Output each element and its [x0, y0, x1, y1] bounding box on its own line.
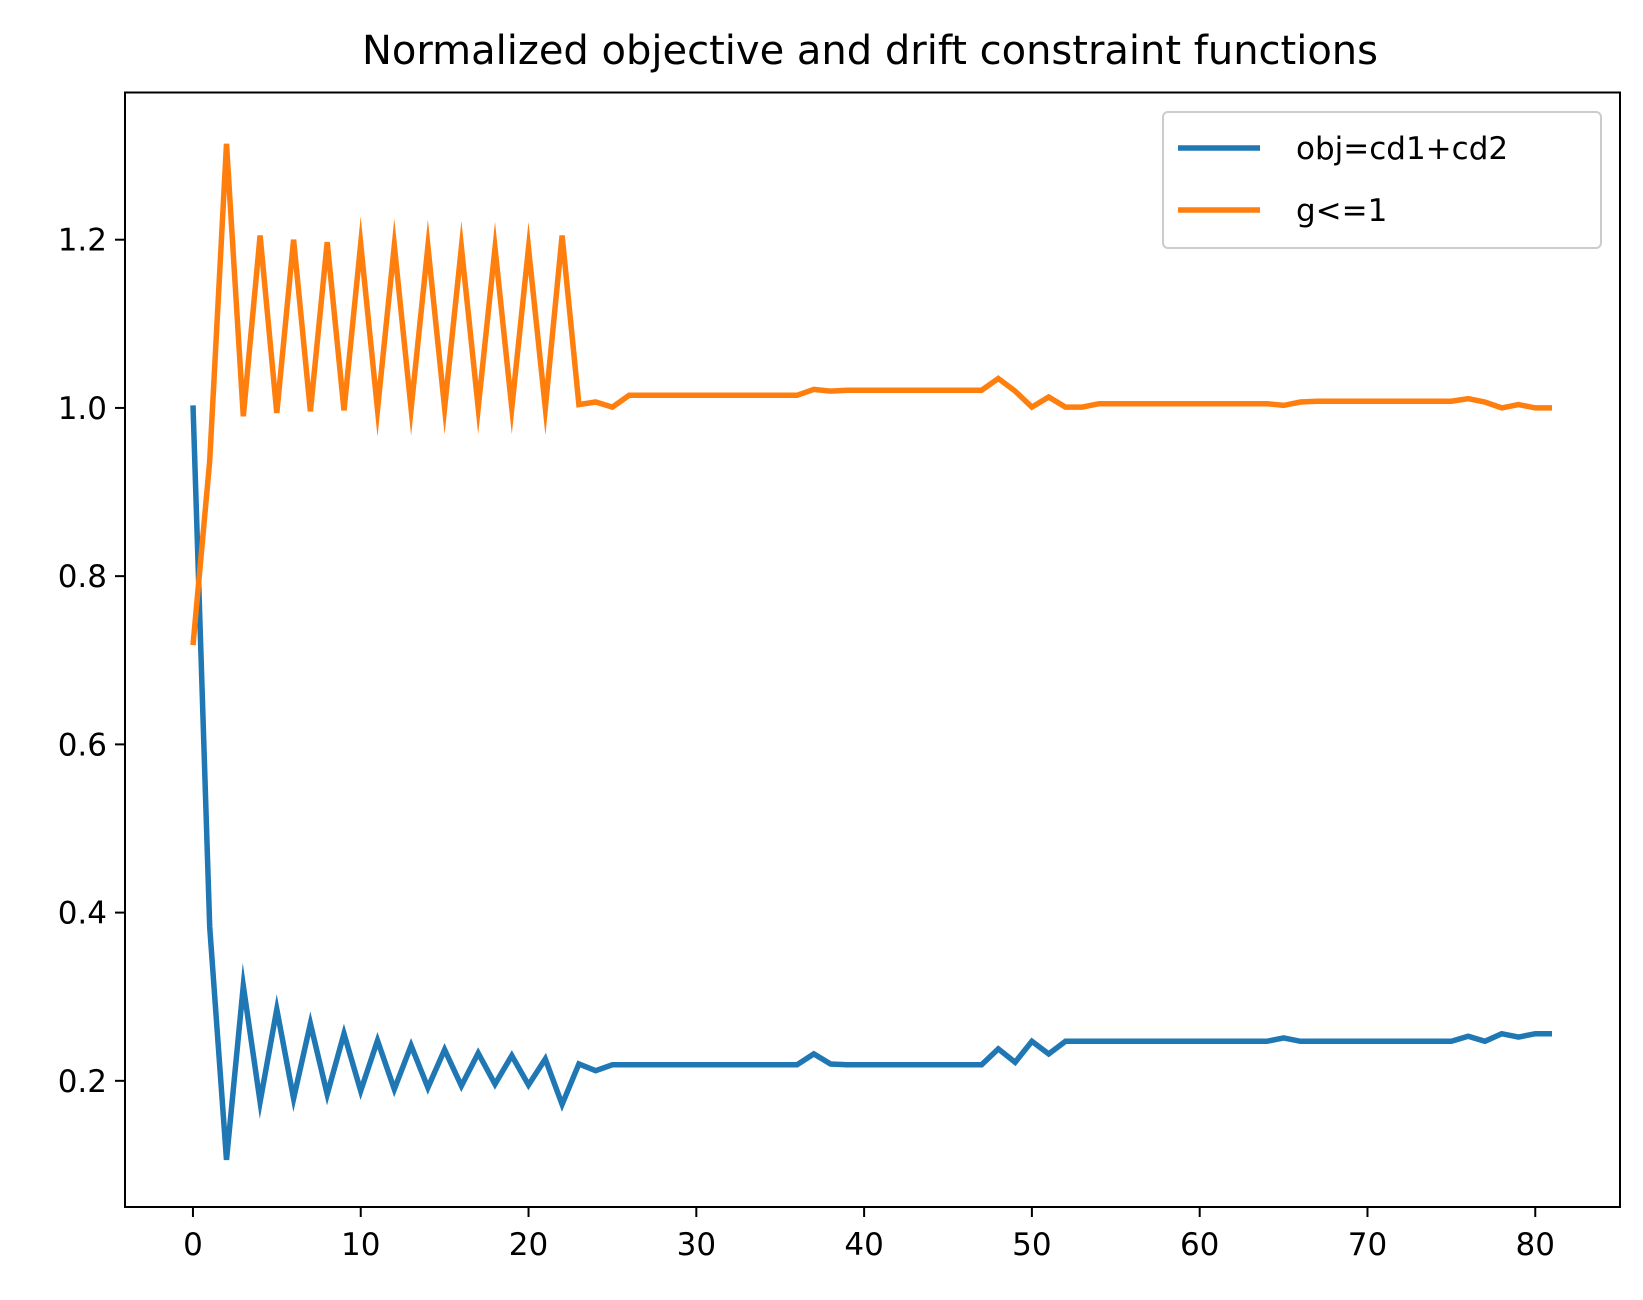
x-tick-label: 80: [1516, 1227, 1555, 1263]
x-tick-label: 10: [341, 1227, 380, 1263]
legend-box: [1162, 111, 1602, 249]
series-line-1: [190, 405, 1552, 1161]
x-tick-label: 0: [183, 1227, 203, 1263]
y-tick-label: 0.6: [58, 727, 107, 763]
y-tick-label: 1.2: [58, 223, 107, 259]
chart-title: Normalized objective and drift constrain…: [362, 28, 1378, 74]
x-tick-label: 20: [509, 1227, 548, 1263]
x-tick-label: 40: [844, 1227, 883, 1263]
plot-lines: [190, 143, 1552, 1161]
x-tick-label: 50: [1012, 1227, 1051, 1263]
legend-label: obj=cd1+cd2: [1296, 131, 1508, 167]
x-tick-label: 30: [677, 1227, 716, 1263]
x-tick-label: 70: [1348, 1227, 1387, 1263]
legend: obj=cd1+cd2 g<=1: [1162, 111, 1602, 249]
y-axis: 0.2 0.4 0.6 0.8 1.0 1.2: [58, 223, 125, 1100]
y-tick-label: 1.0: [58, 391, 107, 427]
y-tick-label: 0.8: [58, 559, 107, 595]
legend-label: g<=1: [1296, 193, 1387, 229]
series-line-2: [190, 143, 1552, 646]
y-tick-label: 0.2: [58, 1064, 107, 1100]
x-tick-label: 60: [1180, 1227, 1219, 1263]
plot-frame: [124, 91, 1621, 1208]
x-axis: 0 10 20 30 40 50 60 70 80: [183, 1207, 1555, 1263]
y-tick-label: 0.4: [58, 896, 107, 932]
